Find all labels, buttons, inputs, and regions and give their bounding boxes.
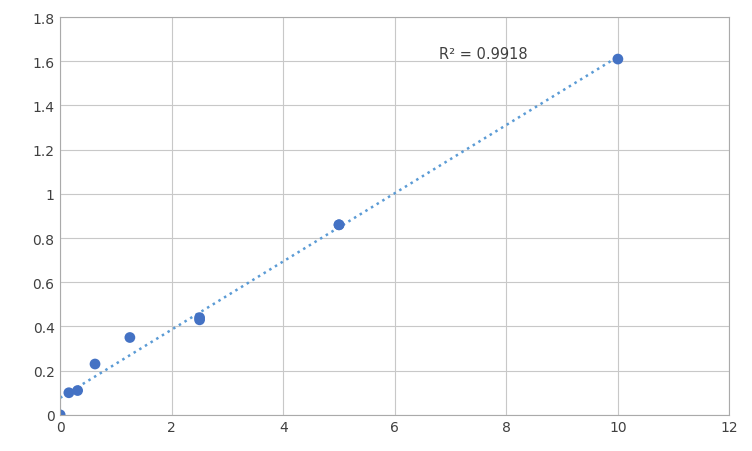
Point — [124, 334, 136, 341]
Point — [333, 222, 345, 229]
Point — [193, 317, 205, 324]
Point — [193, 314, 205, 322]
Point — [54, 411, 66, 419]
Point — [89, 361, 101, 368]
Text: R² = 0.9918: R² = 0.9918 — [439, 47, 528, 62]
Point — [71, 387, 83, 394]
Point — [612, 56, 624, 64]
Point — [333, 222, 345, 229]
Point — [63, 389, 75, 396]
